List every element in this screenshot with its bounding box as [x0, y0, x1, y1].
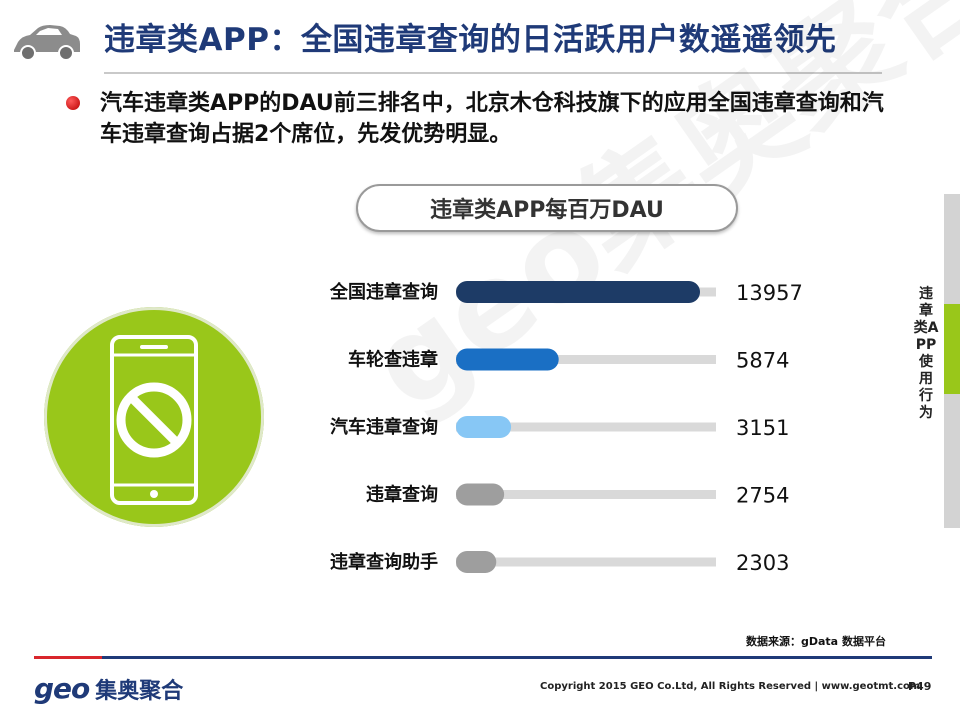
side-section-label: 违章类APP使用行为: [913, 286, 939, 421]
page-number: P49: [908, 680, 932, 693]
side-tab-active: [944, 304, 960, 394]
bar-track: [456, 557, 716, 567]
value-label: 13957: [736, 281, 803, 305]
value-label: 2303: [736, 551, 789, 575]
value-label: 2754: [736, 484, 789, 508]
bullet-icon: [66, 96, 80, 110]
logo-geo: geo: [34, 672, 90, 705]
category-label: 全国违章查询: [329, 281, 438, 303]
bullet-text: 汽车违章类APP的DAU前三排名中，北京木仓科技旗下的应用全国违章查询和汽车违章…: [100, 91, 884, 147]
category-label: 汽车违章查询: [330, 416, 438, 438]
category-label: 违章查询助手: [330, 551, 438, 573]
bar: [456, 281, 700, 303]
footer-rule: [102, 656, 932, 659]
bar: [456, 483, 505, 506]
data-source: 数据来源：gData 数据平台: [746, 635, 886, 648]
title-divider: [104, 72, 882, 74]
footer-accent-red: [34, 656, 102, 659]
company-logo: geo 集奥聚合: [34, 672, 183, 705]
logo-name: 集奥聚合: [95, 679, 184, 704]
chart-title: 违章类APP每百万DAU: [430, 198, 664, 223]
bar: [456, 551, 497, 573]
bar: [456, 416, 512, 438]
value-label: 3151: [736, 416, 789, 440]
chart-title-box: 违章类APP每百万DAU: [356, 184, 738, 232]
car-icon: [14, 25, 80, 61]
bar: [456, 348, 559, 371]
value-label: 5874: [736, 349, 789, 373]
bar-track: [456, 355, 716, 364]
bar-chart: 全国违章查询 13957 车轮查违章 5874 汽车违章查询 3151 违章查询 2754 违章…: [329, 281, 803, 575]
copyright: Copyright 2015 GEO Co.Ltd, All Rights Re…: [540, 681, 921, 692]
category-label: 车轮查违章: [348, 349, 438, 371]
bar-track: [456, 422, 716, 432]
bar-track: [456, 490, 716, 499]
page-title: 违章类APP：全国违章查询的日活跃用户数遥遥领先: [104, 22, 837, 58]
phone-blocked-icon: [44, 307, 264, 527]
category-label: 违章查询: [366, 484, 438, 506]
